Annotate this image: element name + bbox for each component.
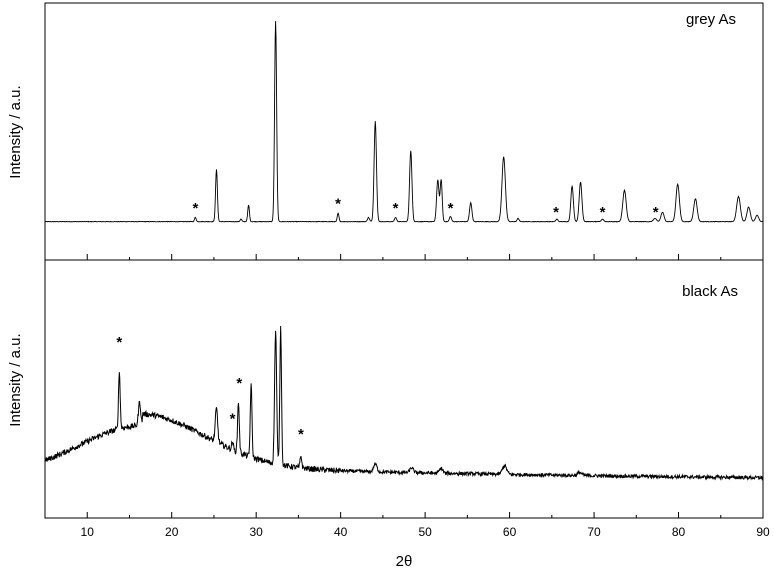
impurity-marker: *: [600, 204, 606, 221]
impurity-marker: *: [236, 375, 242, 392]
ylabel-top: Intensity / a.u.: [7, 85, 24, 178]
impurity-marker: *: [448, 200, 454, 217]
xrd-pattern-black: [44, 325, 764, 482]
x-tick-label: 90: [756, 525, 770, 539]
impurity-marker: *: [393, 200, 399, 217]
xrd-pattern-grey: [44, 21, 764, 223]
axis-layer: 10 20 30 40 50 60 70 80 90: [44, 254, 770, 539]
x-tick-label: 60: [503, 525, 517, 539]
impurity-marker: *: [116, 334, 122, 351]
x-tick-label: 40: [334, 525, 348, 539]
panel-label-black: black As: [682, 283, 738, 300]
x-axis-label: 2θ: [396, 553, 413, 570]
impurity-marker: *: [192, 200, 198, 217]
impurity-marker: *: [553, 204, 559, 221]
impurity-marker: *: [298, 426, 304, 443]
impurity-marker: *: [653, 204, 659, 221]
x-tick-label: 50: [418, 525, 432, 539]
impurity-marker: *: [335, 196, 341, 213]
x-tick-label: 10: [81, 525, 95, 539]
x-tick-label: 30: [249, 525, 263, 539]
x-tick-label: 70: [587, 525, 601, 539]
plot-layer: * * * * * * * * * * *: [44, 21, 764, 482]
impurity-marker: *: [230, 411, 236, 428]
panel-label-grey: grey As: [686, 11, 736, 28]
x-tick-label: 20: [165, 525, 179, 539]
x-tick-label: 80: [672, 525, 686, 539]
ylabel-bottom: Intensity / a.u.: [7, 333, 24, 426]
